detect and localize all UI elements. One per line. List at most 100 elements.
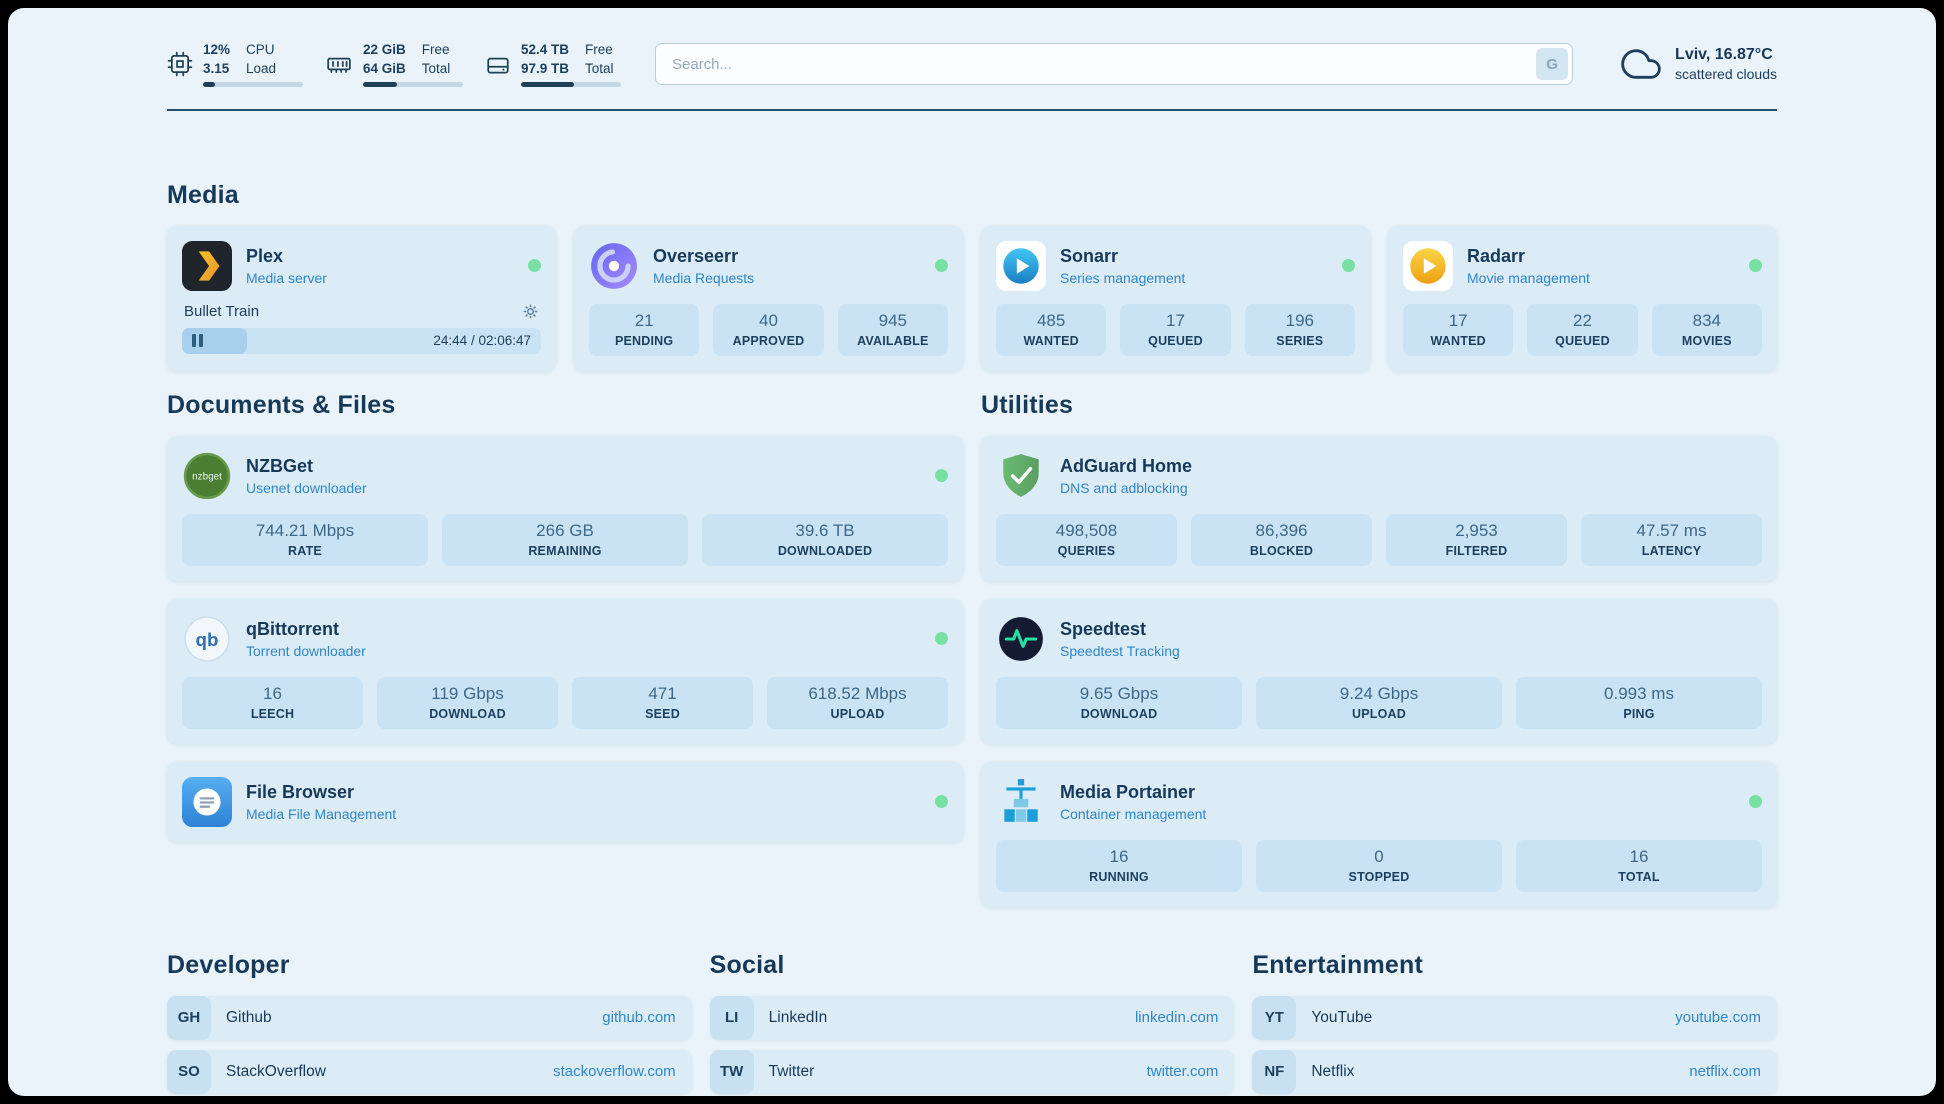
dashboard-page: 12% 3.15 CPU Load	[8, 8, 1936, 1096]
stat-label: DOWNLOADED	[777, 543, 873, 558]
social-section: Social LI LinkedIn linkedin.com TW Twitt…	[709, 951, 1235, 1094]
playback-time: 24:44 / 02:06:47	[433, 333, 531, 349]
status-dot	[1749, 795, 1762, 809]
ram-icon	[327, 58, 351, 74]
stat-label: UPLOAD	[1352, 706, 1406, 721]
storage-total-value: 97.9 TB	[521, 60, 570, 76]
stat-label: TOTAL	[1618, 869, 1660, 884]
pause-icon[interactable]	[192, 334, 203, 348]
stat-tile: 9.24 Gbps UPLOAD	[1256, 676, 1502, 729]
search-bar: G	[655, 43, 1574, 86]
developer-section: Developer GH Github github.com SO StackO…	[167, 951, 692, 1096]
speedtest-icon	[996, 614, 1046, 664]
app-card-nzbget[interactable]: nzbget NZBGet Usenet downloader 744.21 M…	[167, 435, 963, 581]
stat-value: 485	[1036, 310, 1066, 330]
stat-tile: 0.993 ms PING	[1516, 676, 1762, 729]
storage-free-value: 52.4 TB	[521, 42, 570, 57]
stat-label: UPLOAD	[830, 706, 885, 721]
stat-value: 17	[1166, 310, 1185, 330]
stat-label: STOPPED	[1348, 869, 1410, 884]
bookmark-twitter[interactable]: TW Twitter twitter.com	[709, 1049, 1235, 1094]
stat-tile: 21 PENDING	[589, 303, 700, 356]
search-engine-button[interactable]: G	[1536, 48, 1569, 81]
stat-label: WANTED	[1430, 333, 1486, 348]
stat-value: 744.21 Mbps	[255, 520, 355, 540]
app-card-speedtest[interactable]: Speedtest Speedtest Tracking 9.65 Gbps D…	[981, 598, 1777, 744]
playback-progress-bar[interactable]: 24:44 / 02:06:47	[182, 327, 541, 354]
app-card-portainer[interactable]: Media Portainer Container management 16 …	[981, 761, 1777, 907]
overseerr-icon	[589, 241, 639, 291]
stat-tile: 744.21 Mbps RATE	[182, 513, 428, 566]
weather-location: Lviv, 16.87°C	[1675, 46, 1773, 64]
bookmark-stackoverflow[interactable]: SO StackOverflow stackoverflow.com	[167, 1049, 692, 1094]
app-card-radarr[interactable]: Radarr Movie management 17 WANTED 22 QUE…	[1388, 225, 1777, 371]
stat-tile: 47.57 ms LATENCY	[1581, 513, 1762, 566]
app-card-qbittorrent[interactable]: qb qBittorrent Torrent downloader 16	[167, 598, 963, 744]
bookmark-github[interactable]: GH Github github.com	[167, 995, 692, 1040]
app-card-overseerr[interactable]: Overseerr Media Requests 21 PENDING 40 A…	[574, 225, 963, 371]
bookmark-youtube[interactable]: YT YouTube youtube.com	[1252, 995, 1777, 1040]
stat-label: APPROVED	[732, 333, 805, 348]
player-settings-button[interactable]	[522, 303, 539, 320]
app-subtitle: DNS and adblocking	[1060, 479, 1188, 496]
app-card-sonarr[interactable]: Sonarr Series management 485 WANTED 17 Q…	[981, 225, 1370, 371]
stat-label: PENDING	[614, 333, 674, 348]
search-input[interactable]	[655, 43, 1574, 86]
bookmark-netflix[interactable]: NF Netflix netflix.com	[1252, 1049, 1777, 1094]
twitter-icon: TW	[709, 1049, 754, 1094]
stat-tile: 485 WANTED	[996, 303, 1107, 356]
stat-label: SEED	[645, 706, 680, 721]
status-dot	[935, 632, 948, 646]
app-subtitle: Container management	[1060, 805, 1207, 822]
bookmark-name: Twitter	[768, 1062, 815, 1080]
entertainment-section-title: Entertainment	[1252, 950, 1424, 979]
storage-progress-bar	[521, 81, 621, 87]
stat-value: 2,953	[1455, 520, 1498, 540]
stat-label: QUEUED	[1148, 333, 1203, 348]
memory-progress-fill	[363, 81, 397, 87]
cpu-usage-value: 12%	[203, 42, 231, 57]
bookmark-name: LinkedIn	[768, 1008, 828, 1026]
app-card-filebrowser[interactable]: File Browser Media File Management	[167, 761, 963, 842]
stat-label: FILTERED	[1445, 543, 1508, 558]
stat-tile: 471 SEED	[572, 676, 753, 729]
app-card-adguard[interactable]: AdGuard Home DNS and adblocking 498,508 …	[981, 435, 1777, 581]
stat-value: 196	[1285, 310, 1314, 330]
stat-value: 22	[1573, 310, 1592, 330]
stat-tile: 16 RUNNING	[996, 839, 1242, 892]
stat-label: REMAINING	[528, 543, 602, 558]
app-card-plex[interactable]: Plex Media server Bullet Train	[167, 225, 556, 371]
stat-value: 266 GB	[536, 520, 594, 540]
bookmark-url: netflix.com	[1689, 1063, 1761, 1081]
cpu-load-value: 3.15	[203, 60, 230, 76]
sonarr-icon	[996, 240, 1046, 291]
bookmark-name: Github	[226, 1008, 272, 1026]
app-name: Sonarr	[1060, 245, 1119, 266]
app-subtitle: Series management	[1060, 269, 1186, 286]
stat-label: DOWNLOAD	[429, 706, 506, 721]
cpu-progress-fill	[203, 81, 215, 87]
stat-tile: 16 LEECH	[182, 676, 363, 729]
bookmark-linkedin[interactable]: LI LinkedIn linkedin.com	[709, 995, 1235, 1040]
stat-value: 40	[759, 310, 778, 330]
stat-tile: 86,396 BLOCKED	[1191, 513, 1372, 566]
entertainment-section: Entertainment YT YouTube youtube.com NF …	[1252, 951, 1777, 1096]
app-subtitle: Torrent downloader	[246, 642, 366, 659]
stat-tile: 196 SERIES	[1244, 303, 1355, 356]
stat-tile: 9.65 Gbps DOWNLOAD	[996, 676, 1242, 729]
stat-value: 618.52 Mbps	[808, 683, 907, 703]
stat-tile: 834 MOVIES	[1651, 303, 1762, 356]
stat-value: 16	[263, 683, 282, 703]
stat-value: 119 Gbps	[431, 683, 504, 703]
stat-label: RUNNING	[1089, 869, 1149, 884]
stat-tile: 39.6 TB DOWNLOADED	[702, 513, 948, 566]
disk-icon	[487, 58, 509, 74]
stat-tile: 945 AVAILABLE	[837, 303, 948, 356]
bookmark-url: youtube.com	[1675, 1009, 1761, 1027]
storage-total-label: Total	[585, 60, 614, 76]
utilities-section-title: Utilities	[981, 390, 1074, 419]
radarr-icon	[1403, 240, 1453, 291]
storage-free-label: Free	[585, 42, 613, 57]
cloud-icon	[1621, 49, 1661, 80]
stat-value: 9.65 Gbps	[1079, 683, 1159, 703]
